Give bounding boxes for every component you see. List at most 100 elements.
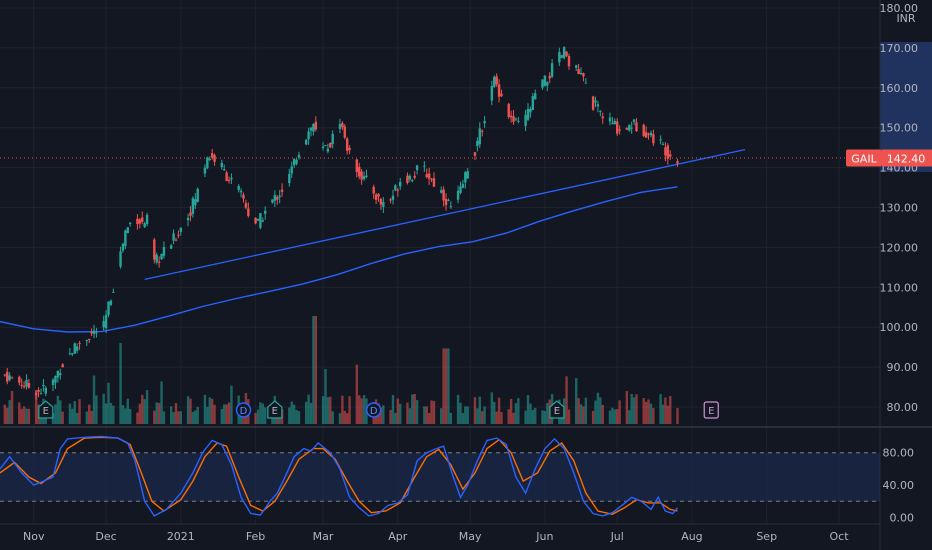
candle-body xyxy=(141,217,144,222)
candle xyxy=(534,89,537,100)
candle xyxy=(509,110,513,123)
candle xyxy=(271,199,274,204)
candle-body xyxy=(507,103,510,118)
volume-bar xyxy=(512,412,515,424)
candle xyxy=(126,227,129,234)
candle xyxy=(661,141,665,146)
candle xyxy=(220,159,224,170)
candle-body xyxy=(360,171,363,180)
volume-bar xyxy=(565,376,568,424)
candle-body xyxy=(280,189,284,192)
volume-bar xyxy=(642,398,645,424)
candle xyxy=(259,212,262,230)
candle xyxy=(312,123,315,136)
volume-bar xyxy=(191,411,195,424)
candle xyxy=(155,252,158,265)
trend-line-path[interactable] xyxy=(144,149,746,280)
event-marker-e[interactable]: E xyxy=(703,401,719,419)
candle-body xyxy=(220,162,224,168)
volume-bar xyxy=(456,395,460,424)
earnings-icon[interactable] xyxy=(267,400,283,419)
volume-bar xyxy=(382,405,385,424)
candle xyxy=(447,198,450,202)
candle xyxy=(558,47,561,66)
volume-bar xyxy=(447,348,450,424)
candle-body xyxy=(497,84,501,97)
candle-body xyxy=(483,120,486,124)
event-marker-e[interactable]: E xyxy=(267,400,283,419)
candle-body xyxy=(153,239,156,260)
volume-bar xyxy=(379,407,383,424)
candle-body xyxy=(196,188,199,202)
candle xyxy=(191,196,195,218)
earnings-icon[interactable] xyxy=(549,400,565,419)
candle-body xyxy=(642,124,645,137)
volume-bar xyxy=(345,413,349,424)
event-marker-d[interactable]: D xyxy=(235,402,252,418)
candle xyxy=(138,218,142,229)
candle-body xyxy=(411,180,414,182)
volume-bar xyxy=(90,410,93,424)
volume-bar xyxy=(196,406,199,424)
price-tick-label: 110.00 xyxy=(880,281,919,294)
earnings-icon[interactable] xyxy=(38,400,54,419)
candle xyxy=(507,102,510,119)
candle-body xyxy=(509,115,513,118)
candle-body xyxy=(206,157,209,169)
candle-body xyxy=(372,186,375,194)
candle xyxy=(565,50,568,58)
candle-body xyxy=(644,132,648,138)
trend-line[interactable] xyxy=(144,149,746,280)
volume-bar xyxy=(389,409,392,424)
candle xyxy=(295,158,298,166)
candle-body xyxy=(546,82,549,86)
candle xyxy=(608,112,612,126)
candle-body xyxy=(273,195,277,201)
candle xyxy=(75,343,79,354)
dividend-icon[interactable] xyxy=(235,402,252,418)
event-marker-e[interactable]: E xyxy=(38,400,54,419)
candle-body xyxy=(374,194,378,200)
volume-bar xyxy=(613,409,616,424)
symbol-badge: GAIL xyxy=(851,153,877,166)
candle-body xyxy=(85,340,88,342)
candle xyxy=(493,75,496,88)
candle xyxy=(616,118,619,136)
event-marker-e[interactable]: E xyxy=(549,400,565,419)
volume-bar xyxy=(153,410,156,424)
candle-body xyxy=(478,128,481,145)
candle-body xyxy=(174,239,178,241)
volume-bar xyxy=(119,343,122,424)
candle xyxy=(157,256,161,268)
volume-bar xyxy=(517,398,520,424)
candle-body xyxy=(109,300,113,305)
candle-body xyxy=(8,375,11,380)
candle xyxy=(56,370,60,383)
candlestick-series xyxy=(3,46,679,400)
candle xyxy=(649,130,653,138)
dividend-icon[interactable] xyxy=(365,402,382,418)
time-tick-label: Dec xyxy=(95,530,116,543)
candle-body xyxy=(382,202,385,208)
candle xyxy=(10,376,14,379)
candle xyxy=(413,171,416,180)
candle-body xyxy=(635,122,638,132)
event-marker-d[interactable]: D xyxy=(365,402,382,418)
candle xyxy=(309,126,313,137)
candle xyxy=(669,150,672,160)
candle-body xyxy=(59,373,62,376)
candle xyxy=(444,193,448,211)
earnings-icon[interactable] xyxy=(703,401,719,419)
volume-bar xyxy=(259,402,262,424)
volume-bar xyxy=(329,396,332,424)
candle xyxy=(85,339,88,347)
candle-body xyxy=(541,79,544,88)
candle-body xyxy=(39,393,43,395)
candle-body xyxy=(230,177,233,180)
volume-bar xyxy=(121,405,125,424)
candle xyxy=(543,75,547,87)
candle xyxy=(42,378,45,392)
candle-body xyxy=(524,114,527,127)
